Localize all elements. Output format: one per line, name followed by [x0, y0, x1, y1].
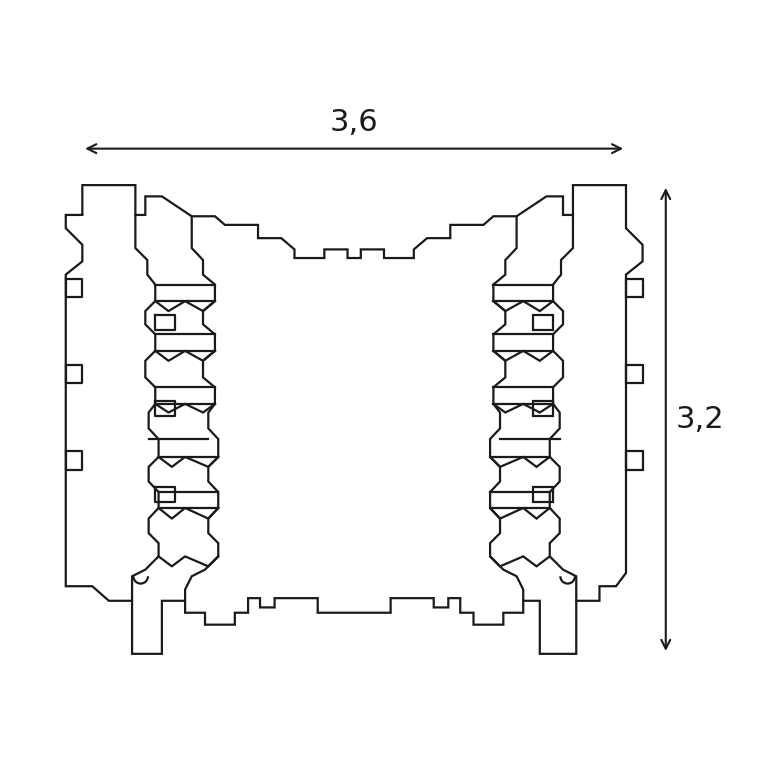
Text: 3,6: 3,6: [329, 108, 379, 137]
Text: 3,2: 3,2: [676, 405, 724, 434]
